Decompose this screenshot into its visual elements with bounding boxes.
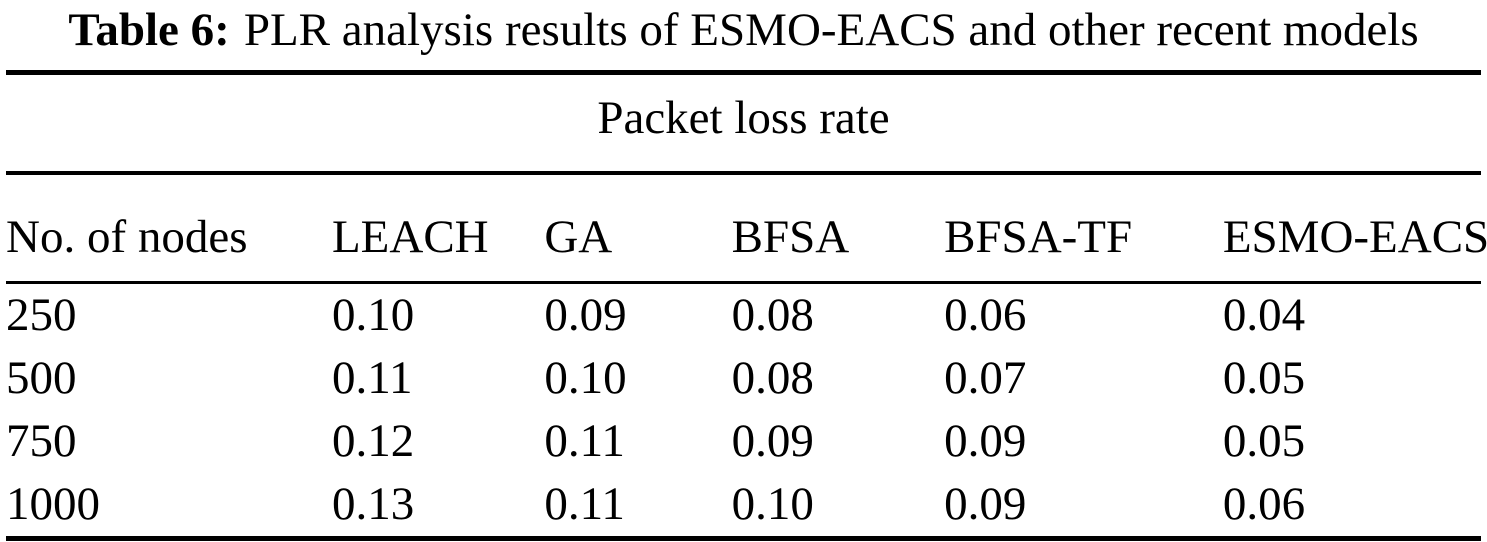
- cell-bfsa: 0.08: [731, 352, 814, 404]
- cell-bfsa: 0.08: [731, 289, 814, 341]
- cell-ga: 0.11: [544, 478, 625, 530]
- table-caption-text: PLR analysis results of ESMO-EACS and ot…: [243, 4, 1419, 56]
- table-row: 500 0.11 0.10 0.08 0.07 0.05: [6, 347, 1481, 410]
- table-top-rule: [6, 70, 1481, 75]
- cell-bfsa-tf: 0.07: [944, 352, 1027, 404]
- cell-bfsa-tf: 0.09: [944, 478, 1027, 530]
- cell-leach: 0.12: [331, 415, 415, 467]
- cell-bfsa: 0.09: [731, 415, 814, 467]
- table-midrule-2: [6, 281, 1481, 284]
- column-header-bfsa: BFSA: [731, 211, 850, 263]
- table-header-row: No. of nodes LEACH GA BFSA BFSA-TF ESMO-…: [6, 175, 1487, 281]
- column-header-nodes: No. of nodes: [6, 211, 248, 263]
- cell-esmo-eacs: 0.05: [1222, 352, 1306, 404]
- table-caption: Table 6: PLR analysis results of ESMO-EAC…: [0, 0, 1487, 58]
- cell-leach: 0.10: [331, 289, 415, 341]
- cell-nodes: 500: [6, 352, 77, 404]
- cell-ga: 0.10: [544, 352, 627, 404]
- cell-ga: 0.09: [544, 289, 627, 341]
- cell-leach: 0.13: [331, 478, 415, 530]
- cell-esmo-eacs: 0.04: [1222, 289, 1306, 341]
- table-row: 750 0.12 0.11 0.09 0.09 0.05: [6, 410, 1481, 473]
- column-header-ga: GA: [544, 211, 613, 263]
- table-span-header: Packet loss rate: [597, 92, 890, 144]
- cell-bfsa-tf: 0.09: [944, 415, 1027, 467]
- table-midrule-1: [6, 171, 1481, 175]
- cell-nodes: 1000: [6, 478, 100, 530]
- column-header-esmo-eacs: ESMO-EACS: [1222, 211, 1487, 263]
- column-header-bfsa-tf: BFSA-TF: [944, 211, 1133, 263]
- cell-nodes: 750: [6, 415, 77, 467]
- cell-leach: 0.11: [331, 352, 413, 404]
- table-caption-label: Table 6:: [68, 4, 230, 56]
- column-header-leach: LEACH: [331, 211, 489, 263]
- plr-table: Packet loss rate No. of nodes LEACH GA B…: [6, 70, 1487, 541]
- cell-ga: 0.11: [544, 415, 625, 467]
- cell-esmo-eacs: 0.06: [1222, 478, 1306, 530]
- cell-nodes: 250: [6, 289, 77, 341]
- table-row: 250 0.10 0.09 0.08 0.06 0.04: [6, 284, 1481, 347]
- table-bottom-rule: [6, 536, 1481, 541]
- cell-esmo-eacs: 0.05: [1222, 415, 1306, 467]
- table-row: 1000 0.13 0.11 0.10 0.09 0.06: [6, 473, 1481, 536]
- cell-bfsa-tf: 0.06: [944, 289, 1027, 341]
- cell-bfsa: 0.10: [731, 478, 814, 530]
